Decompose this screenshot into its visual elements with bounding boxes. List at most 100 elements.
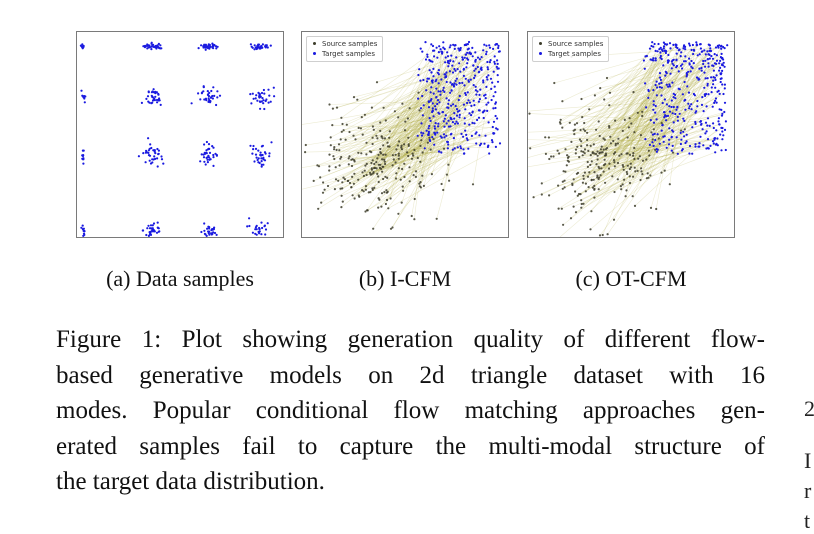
target-point [442,46,445,49]
flow-path [584,73,671,150]
target-point [490,139,494,142]
source-point [597,188,600,191]
source-point [360,116,363,119]
flow-path [640,60,721,136]
subcaption-a: (a) Data samples [106,266,254,291]
target-point [652,89,655,92]
target-point [651,59,654,62]
target-point [684,98,687,101]
target-point [694,143,697,146]
target-point [205,152,208,155]
flow-path [605,63,690,150]
flow-path [601,123,720,169]
target-point [710,91,713,94]
source-point [586,144,589,147]
target-point [440,78,443,81]
target-point [663,135,666,138]
flow-path [341,50,435,119]
target-point [422,104,425,107]
source-point [560,207,563,210]
source-point [617,137,620,140]
source-point [597,165,600,168]
flow-path [580,48,665,131]
target-point [268,94,271,97]
target-point [466,48,469,51]
flow-path [419,103,496,184]
target-point [254,153,258,156]
target-point [248,217,251,220]
target-point [82,149,85,152]
target-point [492,95,495,98]
flow-path [664,58,714,171]
source-point [612,218,616,221]
target-point [264,152,267,155]
source-point [377,180,380,184]
source-point [372,171,375,174]
target-point [137,155,140,158]
flow-path [378,94,480,156]
source-point [400,144,403,147]
source-point [562,170,565,173]
target-point [717,89,720,92]
source-point [329,136,332,139]
target-point [458,62,461,65]
target-point [264,228,268,231]
target-point [717,45,720,48]
target-point [162,162,165,165]
caption-line: Figure 1: Plot showing generation qualit… [56,326,765,353]
target-point [82,232,86,235]
target-point [434,132,437,135]
flow-path [583,60,685,130]
source-point [372,128,375,131]
target-marker-icon [539,52,542,55]
flow-path [398,53,443,169]
target-point [442,41,445,44]
target-point [660,81,663,84]
target-point [656,50,659,53]
target-point [482,116,485,120]
target-point [435,46,438,49]
source-point [352,134,355,137]
source-point [564,148,567,151]
target-point [267,88,270,91]
source-point [352,182,355,185]
source-point [623,178,626,181]
target-point [456,146,459,149]
target-point [714,46,718,49]
source-point [391,154,394,157]
flow-path [652,55,718,140]
target-point [468,101,472,104]
source-point [385,189,388,192]
target-point [461,56,464,59]
source-point [377,197,380,200]
source-point [335,106,339,109]
target-point [146,47,149,50]
source-point [328,153,331,156]
target-point [251,231,254,234]
target-point [151,44,154,47]
target-point [205,156,208,159]
source-point [388,130,391,133]
source-point [593,196,596,199]
target-point [688,62,691,65]
target-point [419,47,422,50]
target-point [212,153,215,157]
target-point [147,90,150,93]
target-point [698,67,701,70]
target-point [418,68,421,71]
flow-path [411,66,479,160]
source-point [418,109,421,112]
target-point [153,97,156,100]
target-point [460,147,463,150]
target-point [670,149,673,152]
target-point [679,142,682,146]
source-point [649,174,652,177]
flow-path [405,63,498,122]
source-point [353,159,356,162]
target-point [448,46,451,49]
source-point [574,152,577,155]
target-point [436,102,439,106]
flow-path [367,146,461,211]
source-point [408,107,411,110]
ot-cfm-scatter [528,41,729,237]
